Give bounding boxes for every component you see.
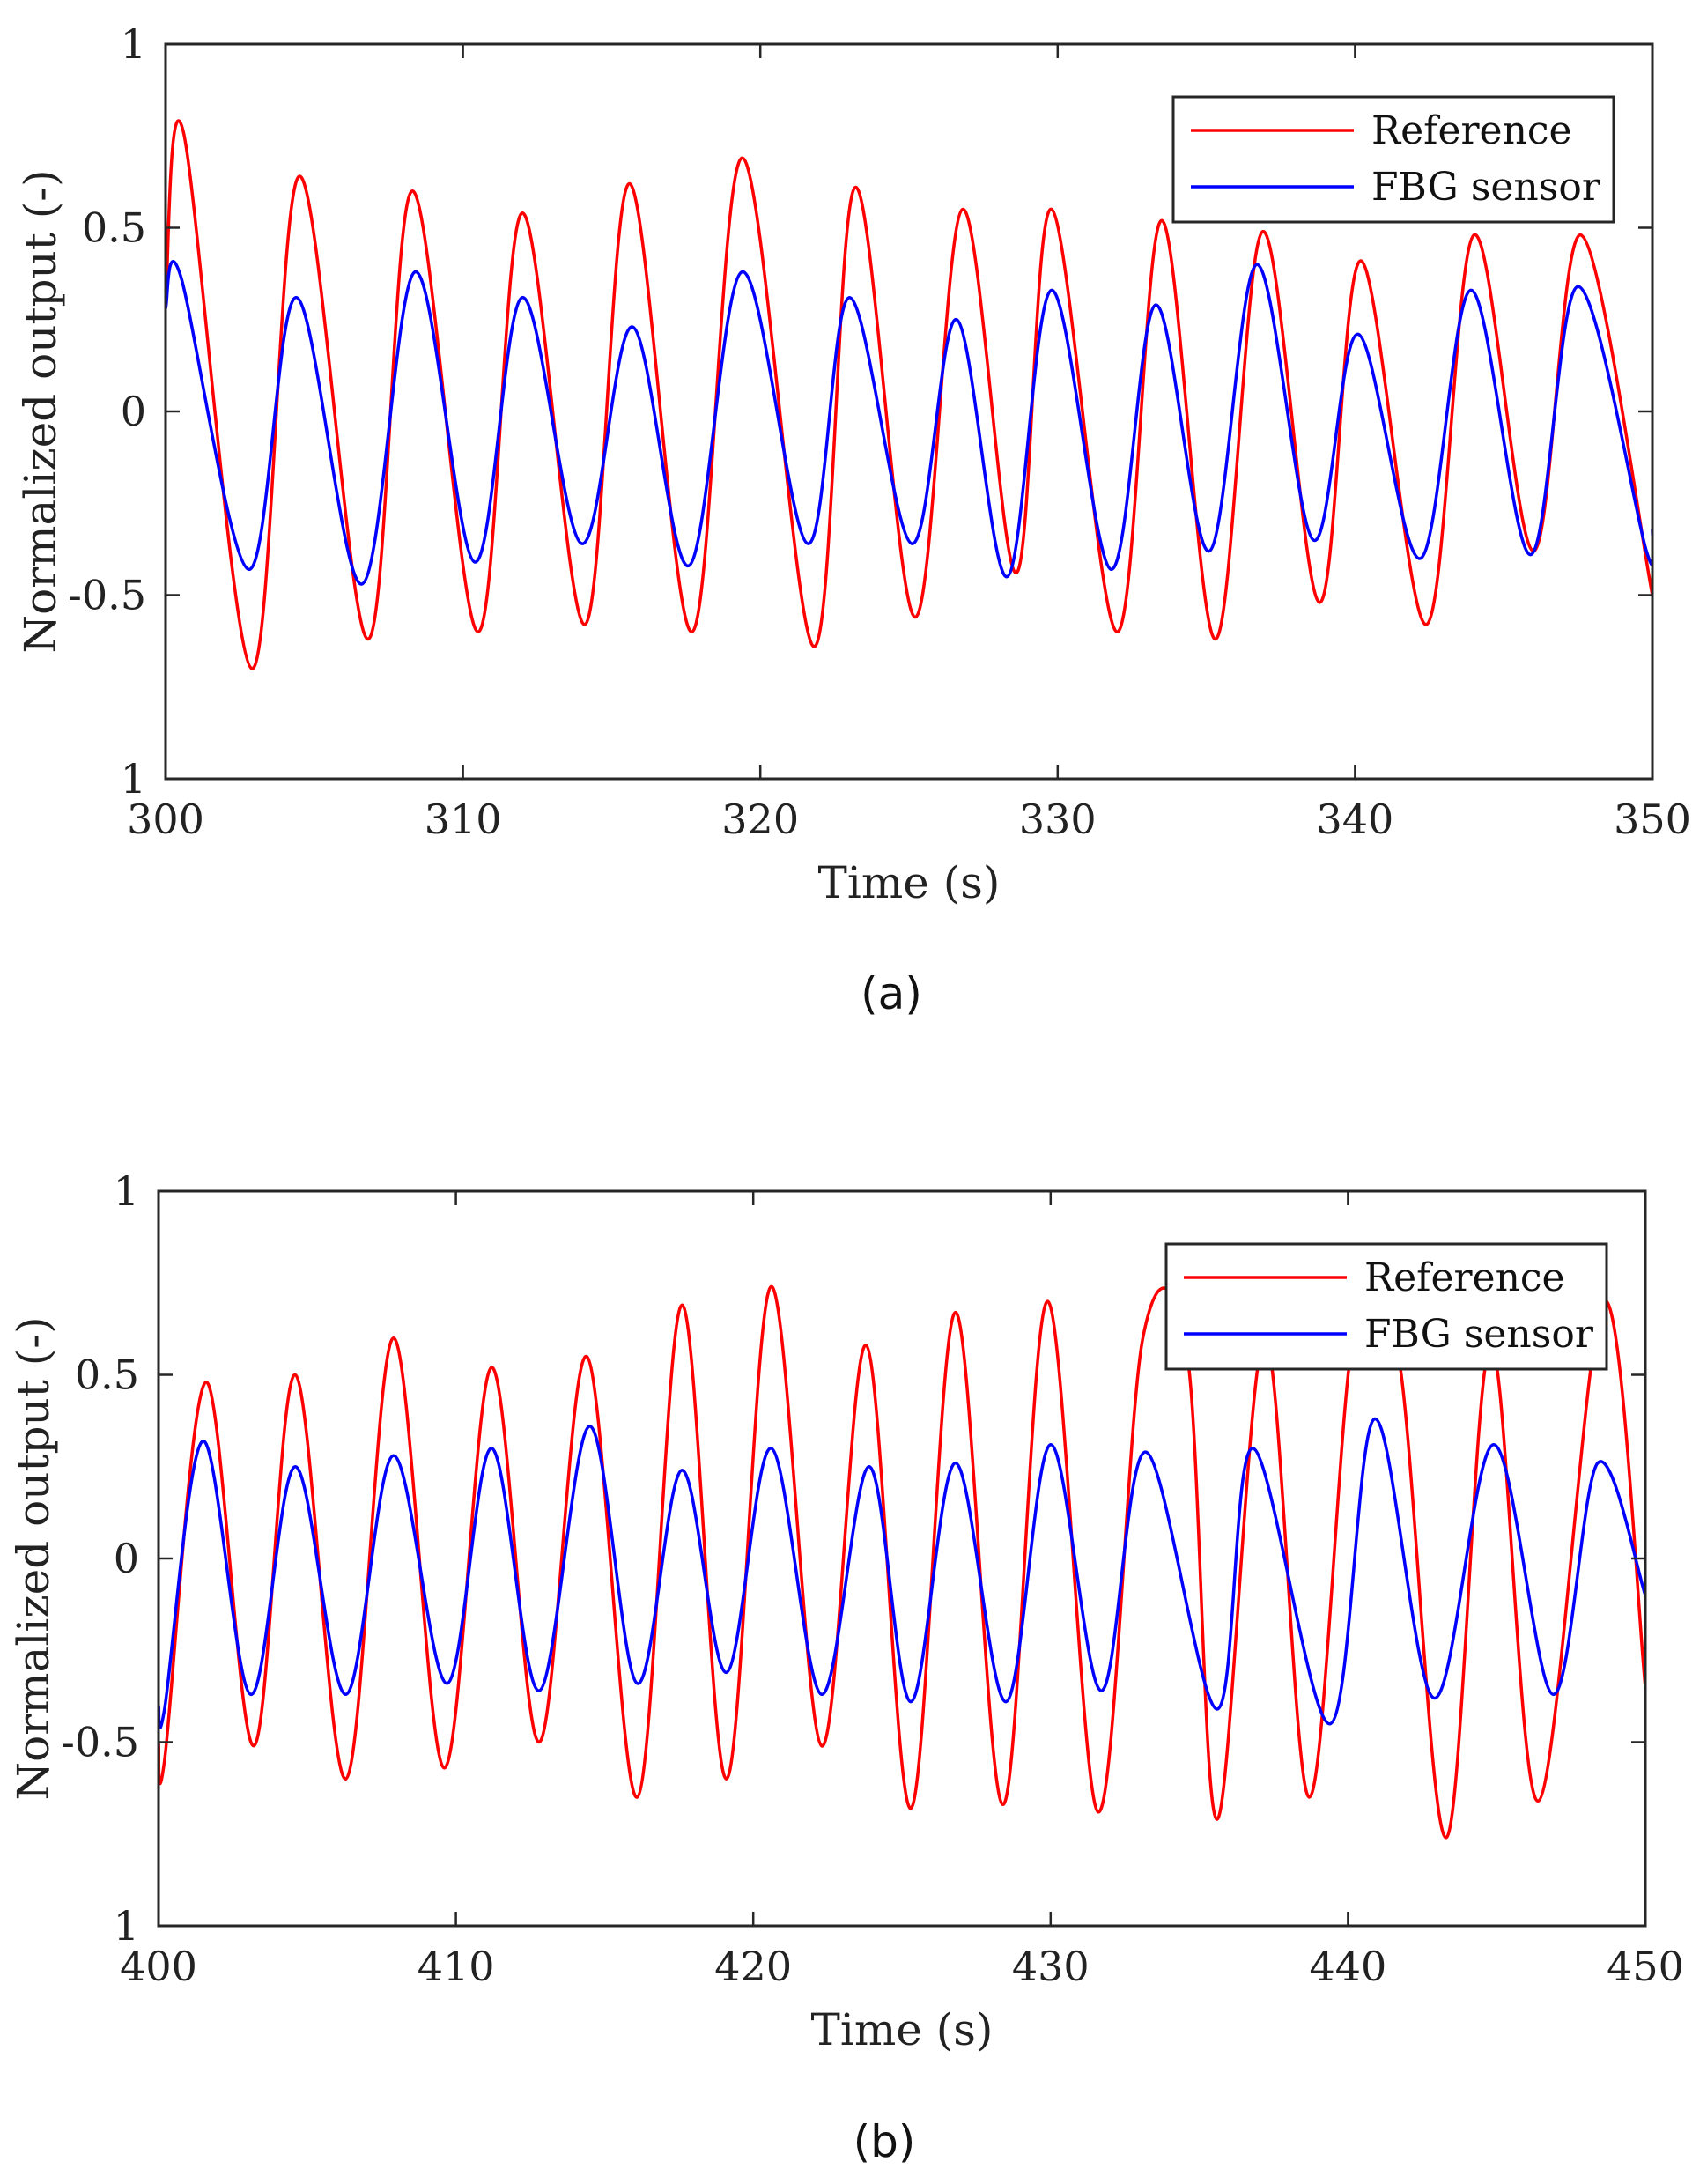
series-group <box>166 119 1652 670</box>
y-tick-label: 1 <box>114 1167 139 1215</box>
x-tick-label: 310 <box>425 796 502 843</box>
x-tick-label: 320 <box>721 796 799 843</box>
y-axis-label: Normalized output (-) <box>15 169 66 653</box>
legend-label: Reference <box>1371 108 1572 153</box>
reference-series-line <box>166 119 1652 670</box>
x-axis-label: Time (s) <box>818 857 1001 908</box>
legend-box <box>1164 1242 1608 1371</box>
x-tick-label: 300 <box>127 796 204 843</box>
legend-label: FBG sensor <box>1371 165 1601 210</box>
x-tick-label: 410 <box>418 1943 495 1990</box>
x-tick-label: 350 <box>1614 796 1691 843</box>
legend-box <box>1171 95 1615 224</box>
chart-caption: (a) <box>861 968 922 1019</box>
fbg-sensor-series-line <box>166 260 1652 586</box>
x-tick-label: 330 <box>1019 796 1097 843</box>
x-tick-label: 420 <box>714 1943 792 1990</box>
y-tick-label: -0.5 <box>68 572 146 619</box>
y-tick-label: 0 <box>121 388 146 435</box>
y-axis-label: Normalized output (-) <box>8 1316 59 1800</box>
y-tick-label: 0.5 <box>82 204 146 252</box>
y-tick-label: -0.5 <box>61 1719 139 1766</box>
x-tick-label: 400 <box>120 1943 197 1990</box>
fbg-sensor-series-line <box>159 1417 1645 1729</box>
chart-a: 300 310 320 330 340 350 1 0.5 0 -0.5 1 Time (s) Norm… <box>15 20 1691 1019</box>
y-tick-label: 1 <box>121 755 146 803</box>
legend-label: FBG sensor <box>1364 1312 1594 1357</box>
y-tick-label: 1 <box>121 20 146 68</box>
x-tick-label: 430 <box>1012 1943 1090 1990</box>
y-tick-label: 1 <box>114 1902 139 1950</box>
x-tick-label: 340 <box>1316 796 1393 843</box>
chart-b: 400 410 420 430 440 450 1 0.5 0 -0.5 1 Time (s) Norm… <box>8 1167 1684 2167</box>
y-tick-label: 0 <box>114 1535 139 1582</box>
legend-label: Reference <box>1364 1255 1565 1300</box>
y-tick-label: 0.5 <box>75 1351 139 1399</box>
x-tick-label: 440 <box>1309 1943 1386 1990</box>
chart-caption: (b) <box>854 2116 916 2167</box>
x-tick-label: 450 <box>1607 1943 1684 1990</box>
x-axis-label: Time (s) <box>811 2004 994 2055</box>
